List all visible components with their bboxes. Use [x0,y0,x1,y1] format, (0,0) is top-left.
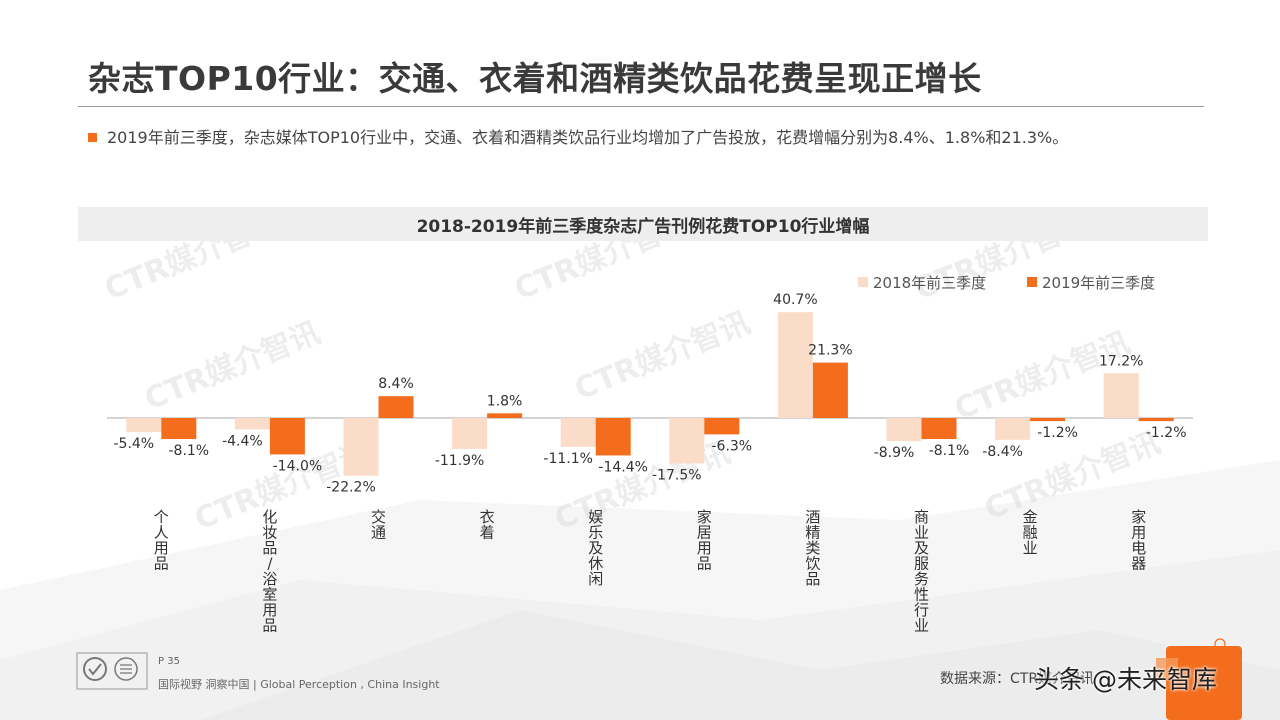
category-label-3: 衣着 [480,508,495,542]
value-label-2018-0: -5.4% [113,436,154,452]
category-label-0: 个人用品 [154,508,169,573]
bar-2018-3 [452,418,488,449]
category-label-2: 交通 [371,508,386,542]
bar-2019-6 [812,362,848,418]
value-label-2019-7: -8.1% [929,443,970,459]
value-label-2019-2: 8.4% [378,376,414,392]
summary-text: 2019年前三季度，杂志媒体TOP10行业中，交通、衣着和酒精类饮品行业均增加了… [107,128,1069,147]
bar-2019-5 [704,418,740,435]
value-label-2018-5: -17.5% [652,468,702,484]
category-label-9: 家用电器 [1131,508,1146,573]
title-divider [78,106,1204,107]
category-label-8: 金融业 [1023,508,1038,557]
bar-2019-4 [595,418,631,456]
legend-swatch-2018 [858,277,868,287]
watermark-text-3: CTR媒介智讯 [140,315,325,417]
chart-legend: 2018年前三季度 2019年前三季度 [858,274,1155,292]
footer-slogan: 国际视野 洞察中国 | Global Perception , China In… [158,678,440,691]
value-label-2019-9: -1.2% [1146,425,1187,441]
bullet-square-icon [88,133,97,142]
value-label-2018-6: 40.7% [773,292,817,308]
value-label-2019-0: -8.1% [168,443,209,459]
bar-2018-9 [1103,373,1139,418]
data-source: 数据来源：CTR媒介智讯 [940,671,1095,687]
value-label-2018-7: -8.9% [874,445,915,461]
category-label-6: 酒精类饮品 [805,508,820,588]
legend-label-2018: 2018年前三季度 [873,274,986,292]
value-label-2018-4: -11.1% [543,451,593,467]
bar-2018-2 [343,418,379,476]
overlay-watermark: 头条 @未来智库 [1034,665,1217,694]
bar-2018-7 [886,418,922,442]
bar-2018-0 [126,418,162,433]
bar-2019-0 [161,418,197,440]
value-label-2018-8: -8.4% [982,444,1023,460]
value-labels-layer: -5.4% -8.1% -4.4% -14.0%-22.2% 8.4% -11.9% 1.8… [113,292,1186,496]
value-label-2019-4: -14.4% [598,459,648,475]
summary-bullet: 2019年前三季度，杂志媒体TOP10行业中，交通、衣着和酒精类饮品行业均增加了… [88,124,1240,148]
watermark-text-4: CTR媒介智讯 [570,305,755,407]
bar-2018-6 [777,312,813,418]
bar-2019-3 [487,413,523,418]
chart-title-bar: 2018-2019年前三季度杂志广告刊例花费TOP10行业增幅 [78,207,1208,241]
value-label-2018-9: 17.2% [1099,353,1143,369]
value-label-2018-2: -22.2% [326,480,376,496]
bars-layer [107,312,1193,476]
certification-logos [76,652,148,690]
value-label-2019-1: -14.0% [273,458,323,474]
category-label-7: 商业及服务性行业 [914,508,929,635]
ctr-corner-logo [1156,638,1242,720]
background-decoration [0,460,1280,720]
bar-2019-9 [1138,418,1174,422]
value-label-2019-3: 1.8% [487,393,523,409]
bar-2019-1 [269,418,305,455]
legend-swatch-2019 [1027,277,1037,287]
value-label-2018-1: -4.4% [222,433,263,449]
bar-2018-4 [560,418,596,447]
bar-2018-5 [669,418,705,464]
bar-2018-8 [995,418,1031,440]
category-labels-layer: 个人用品 化妆品/浴室用品 交通 衣着 娱乐及休闲 家居用品 酒精类饮品 商业及服务性行业 金融… [154,508,1146,635]
bar-2019-2 [378,396,414,418]
legend-label-2019: 2019年前三季度 [1042,274,1155,292]
value-label-2018-3: -11.9% [435,453,485,469]
bar-2019-8 [1030,418,1066,422]
value-label-2019-6: 21.3% [808,343,852,359]
value-label-2019-8: -1.2% [1037,425,1078,441]
page-title: 杂志TOP10行业：交通、衣着和酒精类饮品花费呈现正增长 [88,59,982,98]
category-label-5: 家居用品 [697,508,712,573]
page-number: P 35 [158,656,180,667]
bar-2018-1 [234,418,270,430]
bar-2019-7 [921,418,957,440]
value-label-2019-5: -6.3% [711,438,752,454]
category-label-4: 娱乐及休闲 [588,508,603,588]
category-label-1: 化妆品/浴室用品 [262,508,277,635]
chart-title: 2018-2019年前三季度杂志广告刊例花费TOP10行业增幅 [416,216,870,237]
